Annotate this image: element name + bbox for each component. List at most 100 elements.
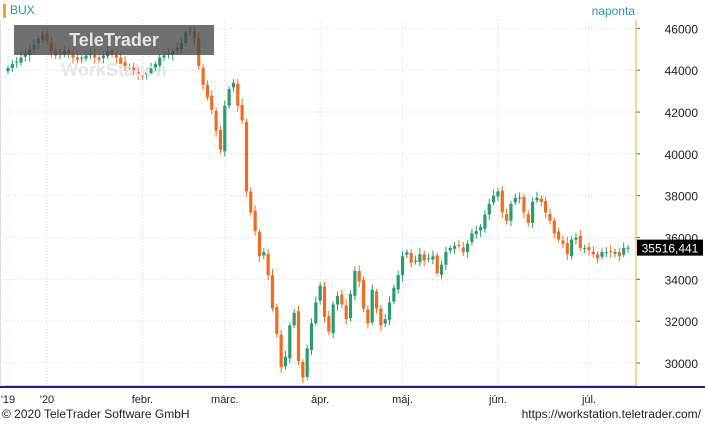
candle-body xyxy=(357,270,361,282)
candle-body xyxy=(570,239,574,256)
x-tick-label: ápr. xyxy=(311,394,329,406)
candle-body xyxy=(409,252,413,263)
y-tick-label: 42000 xyxy=(665,106,699,120)
candle-body xyxy=(227,89,231,106)
candle-body xyxy=(491,195,496,203)
candle-body xyxy=(405,252,409,255)
candle xyxy=(283,351,288,370)
candle-body xyxy=(444,252,448,265)
candle-body xyxy=(140,74,145,77)
candle-body xyxy=(231,82,236,88)
candle xyxy=(591,246,595,258)
candle xyxy=(140,71,145,80)
candle xyxy=(513,193,517,206)
candle-body xyxy=(353,270,357,296)
last-price-label: 35516,441 xyxy=(642,242,699,256)
candle-body xyxy=(613,252,617,254)
candle-body xyxy=(162,55,166,58)
candle-body xyxy=(262,252,266,256)
candle-body xyxy=(344,305,348,320)
candle xyxy=(227,86,231,109)
candle xyxy=(609,245,613,258)
candle xyxy=(6,65,10,74)
candle xyxy=(587,242,591,256)
candle-body xyxy=(366,309,370,324)
candle-body xyxy=(283,356,288,367)
candle-body xyxy=(392,287,396,302)
candle-body xyxy=(617,252,621,257)
candle-body xyxy=(474,231,478,235)
candle xyxy=(470,228,474,246)
candle xyxy=(544,196,548,219)
y-tick-label: 30000 xyxy=(665,357,699,371)
candle xyxy=(400,250,405,282)
candle xyxy=(262,248,266,260)
candle-body xyxy=(483,214,487,229)
candle-body xyxy=(396,275,400,290)
last-price-tag xyxy=(637,239,703,256)
candle-body xyxy=(604,252,608,254)
candle-body xyxy=(257,232,262,257)
x-tick-label: febr. xyxy=(132,394,153,406)
candle-body xyxy=(158,57,162,66)
candle-body xyxy=(622,247,626,255)
candle xyxy=(405,249,409,259)
candle xyxy=(548,208,552,225)
candle-body xyxy=(526,214,530,223)
candle xyxy=(444,246,448,271)
candle-body xyxy=(153,63,158,68)
candle-body xyxy=(218,130,223,150)
candle-body xyxy=(327,316,331,332)
candle xyxy=(478,224,483,237)
candle xyxy=(318,282,322,305)
candle-body xyxy=(505,214,509,221)
candle xyxy=(574,232,578,245)
candle xyxy=(266,248,270,281)
candle xyxy=(149,62,153,76)
candle xyxy=(327,310,331,335)
y-tick-label: 46000 xyxy=(665,22,699,36)
candle xyxy=(97,54,101,64)
candle xyxy=(387,296,392,326)
candle xyxy=(288,322,292,364)
candle-body xyxy=(557,231,561,240)
candle-body xyxy=(348,293,353,319)
candle-body xyxy=(587,247,591,251)
candle xyxy=(570,236,574,260)
candle xyxy=(452,242,457,254)
footer-url[interactable]: https://workstation.teletrader.com/ xyxy=(521,407,701,421)
candle-body xyxy=(236,83,240,106)
candle-body xyxy=(500,190,504,213)
y-tick-label: 38000 xyxy=(665,190,699,204)
candle-body xyxy=(609,251,613,253)
candle xyxy=(483,210,487,233)
candle-body xyxy=(426,258,431,260)
candle xyxy=(461,241,465,257)
candle-body xyxy=(439,264,444,275)
candle xyxy=(496,187,500,202)
candle xyxy=(487,198,491,220)
candle xyxy=(231,79,236,92)
candle-body xyxy=(496,191,500,197)
candle xyxy=(205,80,210,101)
candle-body xyxy=(448,247,452,251)
candle xyxy=(374,288,379,314)
candle-body xyxy=(23,53,27,57)
candle-body xyxy=(539,198,543,202)
candle-body xyxy=(84,55,88,59)
candle xyxy=(10,60,14,73)
candle-body xyxy=(6,68,10,72)
candle-body xyxy=(201,67,205,85)
candle-body xyxy=(379,308,383,326)
candle xyxy=(119,52,123,68)
candle-body xyxy=(318,285,322,301)
candle-body xyxy=(548,214,552,221)
candle xyxy=(292,308,296,328)
candle-body xyxy=(301,361,305,378)
candle-body xyxy=(266,253,270,276)
candle xyxy=(15,57,19,68)
candle-body xyxy=(309,323,314,351)
candle-body xyxy=(374,291,379,309)
candle-body xyxy=(431,256,435,260)
candle-body xyxy=(253,210,257,232)
